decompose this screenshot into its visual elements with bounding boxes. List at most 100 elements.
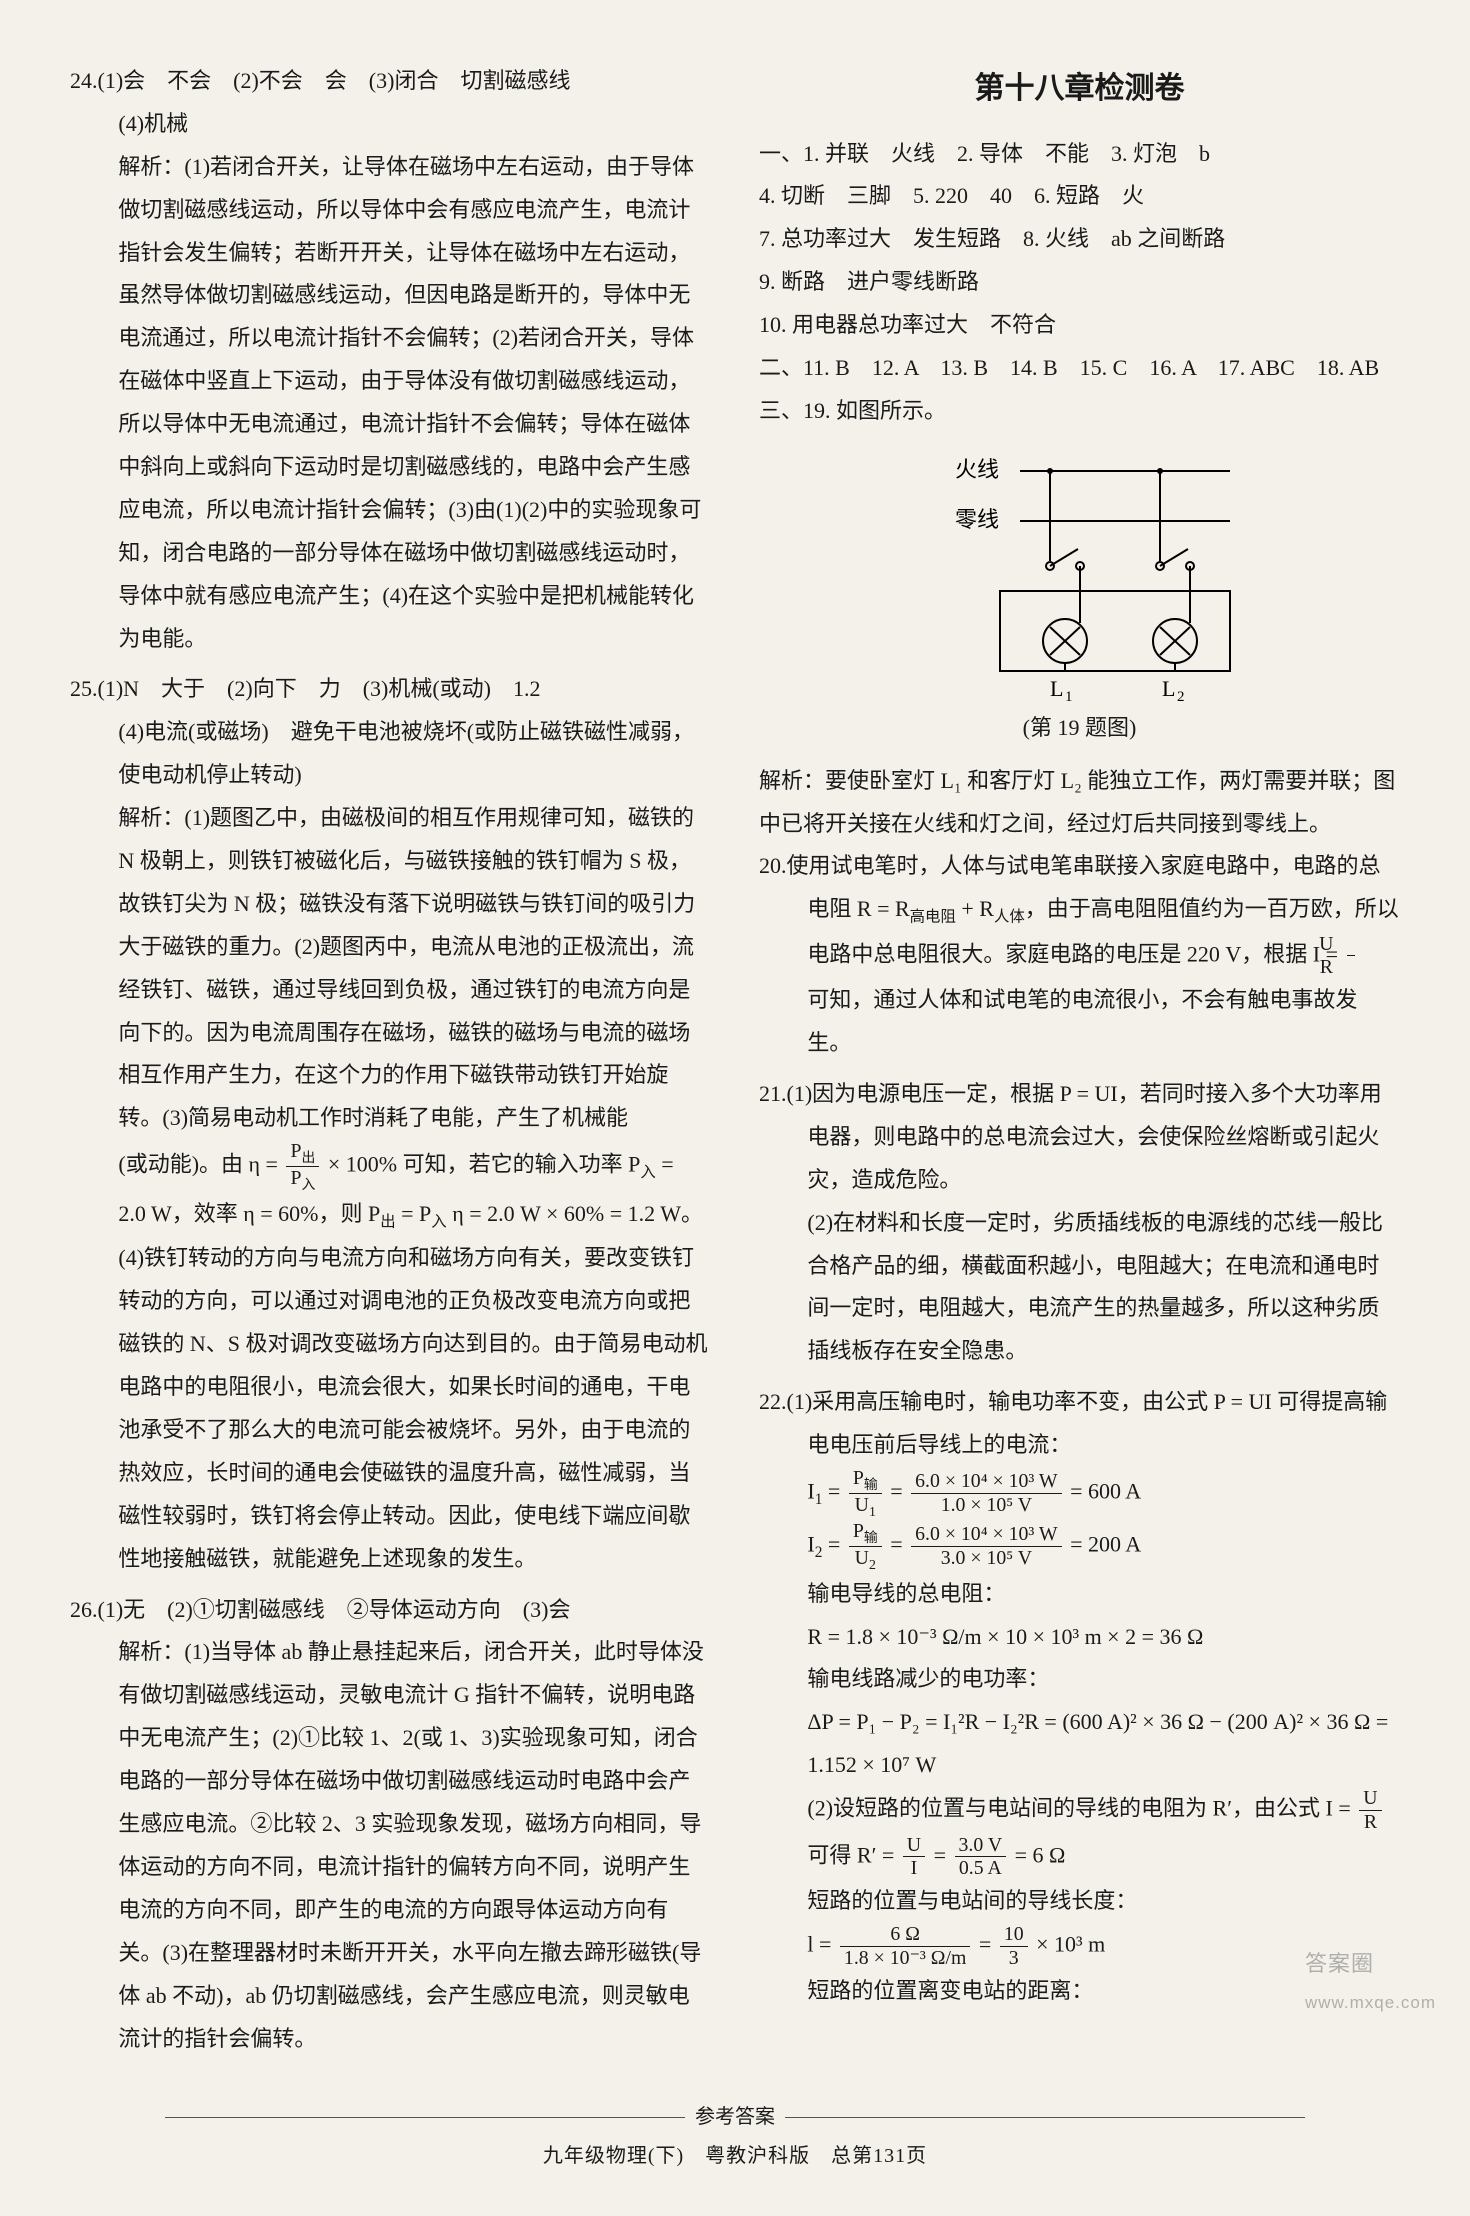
svg-text:零线: 零线 [955,507,999,532]
watermark-text: 答案圈 [1305,1951,1374,1976]
footer-text1: 参考答案 [695,2098,775,2137]
q21-number: 21. [759,1081,787,1106]
formula-line2-a: 2.0 W，效率 η = 60%，则 P [118,1201,380,1226]
q21-part1: 21.(1)因为电源电压一定，根据 P = UI，若同时接入多个大功率用电器，则… [759,1073,1400,1202]
footer-line1: 参考答案 [70,2098,1400,2137]
i1-frac2: 6.0 × 10⁴ × 10³ W1.0 × 10⁵ V [911,1470,1061,1517]
q25-answer-line2: (4)电流(或磁场) 避免干电池被烧坏(或防止磁铁磁性减弱，使电动机停止转动) [70,711,711,797]
q24-explain-text: (1)若闭合开关，让导体在磁场中左右运动，由于导体做切割磁感线运动，所以导体中会… [118,154,701,651]
r: R [1359,1811,1381,1834]
circuit-caption: (第 19 题图) [759,707,1400,750]
q22-L-label: 短路的位置与电站间的导线长度： [759,1880,1400,1923]
watermark: 答案圈 www.mxqe.com [1305,1943,1436,2019]
i2-num: 6.0 × 10⁴ × 10³ W [911,1523,1061,1547]
q22-I1: I1 = P输U1 = 6.0 × 10⁴ × 10³ W1.0 × 10⁵ V… [759,1467,1400,1520]
svg-text:L: L [1162,676,1175,701]
i-ur-fraction: UR [1347,933,1355,980]
q22-p2-frac1: UR [1359,1787,1381,1834]
formula-text-b: × 100% 可知，若它的输入功率 P [328,1152,640,1177]
r-body-sub: 人体 [994,909,1025,926]
eq4: = [890,1531,908,1556]
q20-line: 20.使用试电笔时，人体与试电笔串联接入家庭电路中，电路的总电阻 R = R高电… [759,845,1400,979]
q19-explain-text: 要使卧室灯 L₁ 和客厅灯 L₂ 能独立工作，两灯需要并联；图中已将开关接在火线… [759,768,1395,836]
p-sym2: P [853,1520,864,1542]
frac-u: U [1347,933,1355,957]
formula-line2-b: = P [396,1201,432,1226]
q22-dP: ΔP = P₁ − P₂ = I₁²R − I₂²R = (600 A)² × … [759,1701,1400,1787]
svg-text:1: 1 [1065,689,1073,701]
i-symbol2: I [807,1531,814,1556]
frac-r: R [1347,956,1355,979]
q24-ans1: (1)会 不会 (2)不会 会 (3)闭合 切割磁感线 [98,68,571,93]
section-1-line: 10. 用电器总功率过大 不符合 [759,304,1400,347]
formula-text-a: (或动能)。由 η = [118,1152,283,1177]
q22-dP-label: 输电线路减少的电功率： [759,1658,1400,1701]
u: U [1359,1787,1381,1811]
svg-text:2: 2 [1177,689,1185,701]
i2-frac1: P输U2 [849,1520,882,1573]
content-columns: 24.(1)会 不会 (2)不会 会 (3)闭合 切割磁感线 (4)机械 解析：… [70,60,1400,2068]
q25-number: 25. [70,676,98,701]
i2-frac2: 6.0 × 10⁴ × 10³ W3.0 × 10⁵ V [911,1523,1061,1570]
eq3: = [822,1531,845,1556]
question-21: 21.(1)因为电源电压一定，根据 P = UI，若同时接入多个大功率用电器，则… [759,1073,1400,1373]
section-1-line: 4. 切断 三脚 5. 220 40 6. 短路 火 [759,175,1400,218]
q22-p2-b: 可得 R′ = [807,1842,899,1867]
eq2: = [890,1478,908,1503]
u2-sub: 2 [869,1557,876,1572]
i1-den: 1.0 × 10⁵ V [911,1494,1061,1517]
u-sym2: U [855,1547,869,1569]
q26-explain: 解析：(1)当导体 ab 静止悬挂起来后，闭合开关，此时导体没有做切割磁感线运动… [70,1631,711,2060]
p-shu-sub: 输 [864,1477,878,1492]
q22-p2-frac2: UI [903,1834,925,1881]
p-shu-sub2: 输 [864,1530,878,1545]
p-out-sub2: 出 [380,1213,395,1230]
q22-L: l = 6 Ω1.8 × 10⁻³ Ω/m = 103 × 10³ m [759,1923,1400,1970]
p-in-sub3: 入 [431,1213,446,1230]
section-3-line: 三、19. 如图所示。 [759,390,1400,433]
question-20: 20.使用试电笔时，人体与试电笔串联接入家庭电路中，电路的总电阻 R = R高电… [759,845,1400,1065]
q26-explain-text: (1)当导体 ab 静止悬挂起来后，闭合开关，此时导体没有做切割磁感线运动，灵敏… [118,1639,703,2050]
p-sym: P [853,1467,864,1489]
watermark-url: www.mxqe.com [1305,1986,1436,2019]
i1-num: 6.0 × 10⁴ × 10³ W [911,1470,1061,1494]
footer-line2: 九年级物理(下) 粤教沪科版 总第131页 [70,2137,1400,2176]
q22-R-label: 输电导线的总电阻： [759,1573,1400,1616]
i2-result: = 200 A [1070,1531,1141,1556]
question-24: 24.(1)会 不会 (2)不会 会 (3)闭合 切割磁感线 (4)机械 解析：… [70,60,711,660]
svg-text:火线: 火线 [955,457,999,482]
explain-label: 解析： [118,154,184,179]
q22-I2: I 2 = P输U2 = 6.0 × 10⁴ × 10³ W3.0 × 10⁵ V… [759,1520,1400,1573]
a05: 0.5 A [955,1857,1007,1880]
q22-end: 短路的位置离变电站的距离： [759,1970,1400,2013]
i1-frac1: P输U1 [849,1467,882,1520]
p-in-sub2: 入 [640,1164,655,1181]
q25-explain-b: (4)铁钉转动的方向与电流方向和磁场方向有关，要改变铁钉转动的方向，可以通过对调… [70,1237,711,1580]
question-26: 26.(1)无 (2)①切割磁感线 ②导体运动方向 (3)会 解析：(1)当导体… [70,1589,711,2061]
q25-explain-a: 解析：(1)题图乙中，由磁极间的相互作用规律可知，磁铁的 N 极朝上，则铁钉被磁… [70,797,711,1140]
q20-line2: 可知，通过人体和试电笔的电流很小，不会有触电事故发生。 [759,979,1400,1065]
q25-formula-line2: 2.0 W，效率 η = 60%，则 P出 = P入 η = 2.0 W × 6… [70,1193,711,1237]
q25-answer-line1: 25.(1)N 大于 (2)向下 力 (3)机械(或动) 1.2 [70,668,711,711]
l-num2: 10 [1000,1923,1028,1947]
i-symbol: I [807,1478,814,1503]
left-column: 24.(1)会 不会 (2)不会 会 (3)闭合 切割磁感线 (4)机械 解析：… [70,60,711,2068]
l-num1: 6 Ω [840,1923,970,1947]
l-eq: l = [807,1931,837,1956]
q20-mid: + R [956,896,994,921]
section-1-line: 7. 总功率过大 发生短路 8. 火线 ab 之间断路 [759,218,1400,261]
u-sym: U [855,1494,869,1516]
l-frac2: 103 [1000,1923,1028,1970]
q26-number: 26. [70,1597,98,1622]
svg-text:L: L [1050,676,1063,701]
q20-number: 20. [759,853,787,878]
q22-p2-a: (2)设短路的位置与电站间的导线的电阻为 R′，由公式 I = [807,1795,1356,1820]
q22-p2-c: = [934,1842,952,1867]
q26-answer-line1: 26.(1)无 (2)①切割磁感线 ②导体运动方向 (3)会 [70,1589,711,1632]
formula-line2-c: η = 2.0 W × 60% = 1.2 W。 [447,1201,703,1226]
q21-text1: (1)因为电源电压一定，根据 P = UI，若同时接入多个大功率用电器，则电路中… [787,1081,1382,1192]
explain-label: 解析： [118,805,184,830]
i: I [903,1857,925,1880]
q24-answer-line1: 24.(1)会 不会 (2)不会 会 (3)闭合 切割磁感线 [70,60,711,103]
p-in-sub: 入 [301,1177,315,1192]
